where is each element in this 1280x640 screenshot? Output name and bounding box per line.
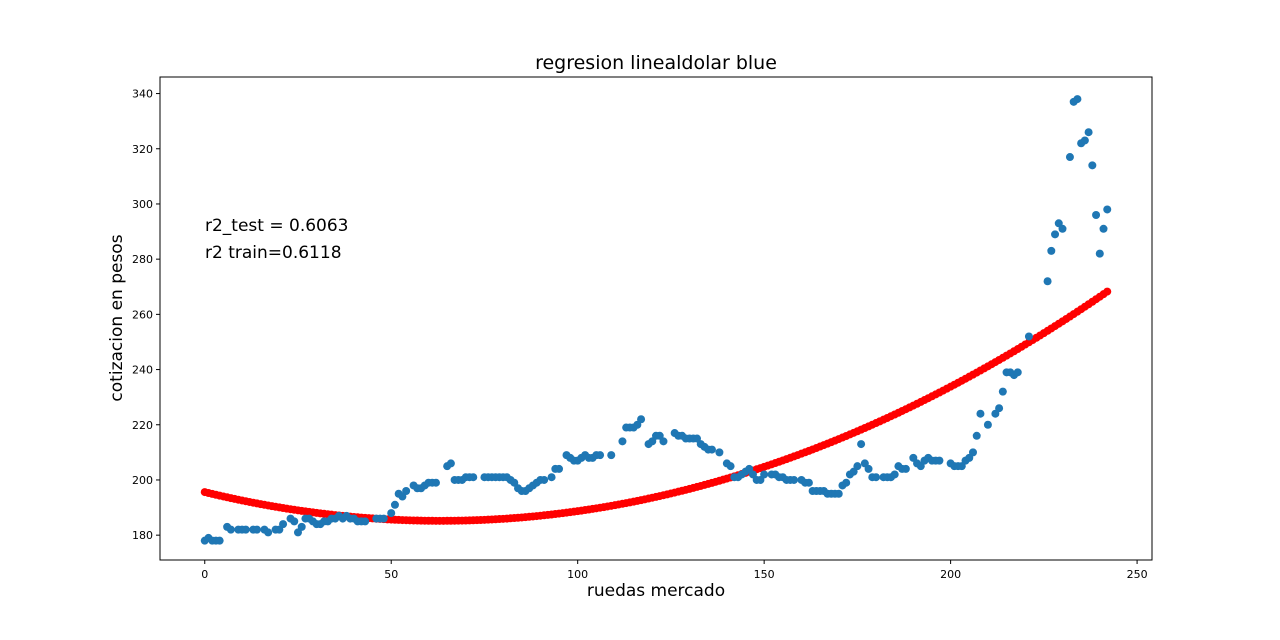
actual-point [976, 409, 985, 418]
actual-point [379, 514, 388, 523]
actual-point [252, 525, 261, 534]
r2-test-annotation: r2_test = 0.6063 [205, 216, 349, 236]
y-axis: 180 200 220 240 260 280 300 320 340 [132, 88, 160, 542]
actual-point [547, 473, 556, 482]
actual-point [226, 525, 235, 534]
actual-point [390, 500, 399, 509]
actual-point [968, 448, 977, 457]
actual-point [715, 448, 724, 457]
y-tick-label: 220 [132, 419, 153, 432]
actual-point [1024, 332, 1033, 341]
actual-point [637, 415, 646, 424]
actual-point [555, 464, 564, 473]
actual-series [200, 95, 1112, 545]
actual-point [726, 462, 735, 471]
actual-point [618, 437, 627, 446]
fit-series [200, 287, 1112, 525]
actual-point [1058, 224, 1067, 233]
actual-point [1051, 230, 1060, 239]
actual-point [446, 459, 455, 468]
actual-point [857, 440, 866, 449]
actual-point [1047, 246, 1056, 255]
actual-point [1099, 224, 1108, 233]
y-tick-label: 240 [132, 364, 153, 377]
actual-point [1073, 95, 1082, 104]
actual-point [1092, 211, 1101, 219]
actual-point [1013, 368, 1022, 377]
x-axis-title: ruedas mercado [587, 581, 725, 601]
actual-point [279, 520, 288, 529]
actual-point [935, 456, 944, 465]
y-tick-label: 300 [132, 198, 153, 211]
actual-point [995, 404, 1004, 413]
y-tick-label: 320 [132, 143, 153, 156]
actual-point [1088, 161, 1097, 170]
actual-point [707, 445, 716, 454]
actual-point [972, 431, 981, 440]
actual-point [241, 525, 250, 534]
x-tick-label: 50 [384, 568, 398, 581]
actual-point [431, 478, 440, 487]
actual-point [1084, 128, 1093, 137]
y-tick-label: 340 [132, 88, 153, 101]
x-tick-label: 100 [567, 568, 588, 581]
x-tick-label: 0 [201, 568, 208, 581]
actual-point [402, 487, 411, 495]
actual-point [842, 478, 851, 487]
actual-point [864, 464, 873, 473]
actual-point [659, 437, 668, 446]
actual-point [297, 522, 306, 531]
actual-point [853, 462, 862, 471]
y-tick-label: 180 [132, 529, 153, 542]
actual-point [1095, 249, 1104, 258]
x-axis: 0 50 100 150 200 250 [201, 560, 1148, 581]
actual-point [1065, 153, 1074, 162]
actual-point [469, 473, 478, 482]
actual-point [264, 528, 273, 537]
actual-point [1043, 277, 1052, 286]
y-tick-label: 280 [132, 253, 153, 266]
plot-area [159, 76, 1153, 561]
x-tick-label: 150 [754, 568, 775, 581]
actual-point [760, 470, 769, 479]
x-tick-label: 200 [940, 568, 961, 581]
actual-point [596, 451, 605, 460]
actual-point [901, 464, 910, 473]
y-tick-label: 260 [132, 308, 153, 321]
actual-point [215, 536, 224, 545]
actual-point [1080, 136, 1089, 145]
actual-point [998, 387, 1007, 396]
actual-point [834, 489, 843, 498]
actual-point [290, 517, 299, 526]
r2-train-annotation: r2 train=0.6118 [205, 243, 342, 263]
axes-frame [159, 76, 1153, 561]
actual-point [872, 473, 881, 482]
y-axis-title: cotizacion en pesos [107, 234, 127, 401]
actual-point [387, 509, 396, 518]
actual-point [361, 517, 370, 526]
actual-point [1103, 205, 1112, 214]
actual-point [789, 475, 798, 484]
y-tick-label: 200 [132, 474, 153, 487]
actual-point [890, 470, 899, 479]
fit-point [1103, 287, 1112, 296]
actual-point [540, 475, 549, 484]
actual-point [983, 420, 992, 429]
actual-point [607, 451, 616, 460]
chart-title: regresion linealdolar blue [535, 52, 777, 74]
x-tick-label: 250 [1127, 568, 1148, 581]
actual-point [804, 478, 813, 487]
